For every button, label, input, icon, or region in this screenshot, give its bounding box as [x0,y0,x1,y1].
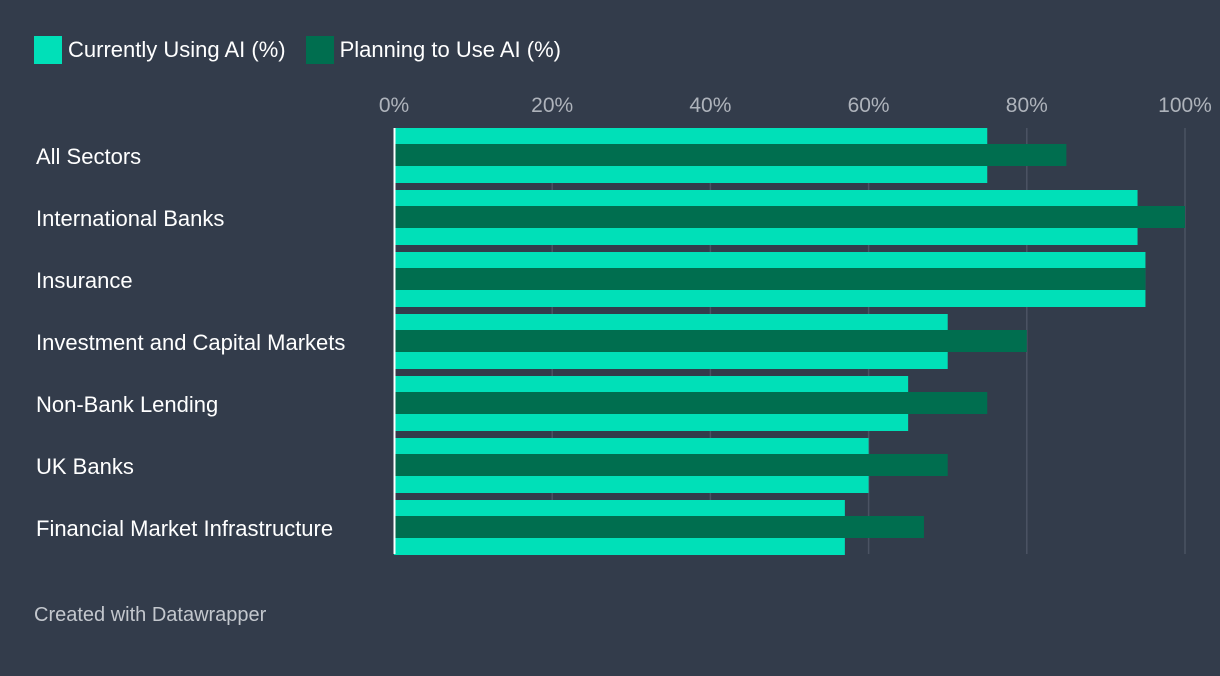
legend-label-current: Currently Using AI (%) [68,37,286,62]
x-tick-label: 40% [689,94,731,117]
category-label: UK Banks [36,454,134,479]
category-label: Investment and Capital Markets [36,330,345,355]
bar-planning [394,392,988,414]
x-tick-label: 20% [531,94,573,117]
category-label: All Sectors [36,144,141,169]
bar-planning [394,268,1146,290]
legend-item-current: Currently Using AI (%) [34,36,286,64]
legend-label-planning: Planning to Use AI (%) [339,37,561,62]
bar-planning [394,330,1027,352]
legend-swatch-current [34,36,62,64]
x-tick-label: 100% [1158,94,1212,117]
bar-planning [394,454,948,476]
credit-text: Created with Datawrapper [34,604,267,626]
x-tick-label: 60% [848,94,890,117]
legend-swatch-planning [305,36,334,64]
category-label: Insurance [36,268,133,293]
bar-planning [394,206,1185,228]
category-label: Non-Bank Lending [36,392,218,417]
bar-planning [394,516,924,538]
category-label: International Banks [36,206,224,231]
legend: Currently Using AI (%) Planning to Use A… [34,36,581,64]
x-tick-label: 80% [1006,94,1048,117]
x-tick-label: 0% [379,94,409,117]
bar-planning [394,144,1067,166]
category-label: Financial Market Infrastructure [36,516,333,541]
legend-item-planning: Planning to Use AI (%) [305,36,561,64]
